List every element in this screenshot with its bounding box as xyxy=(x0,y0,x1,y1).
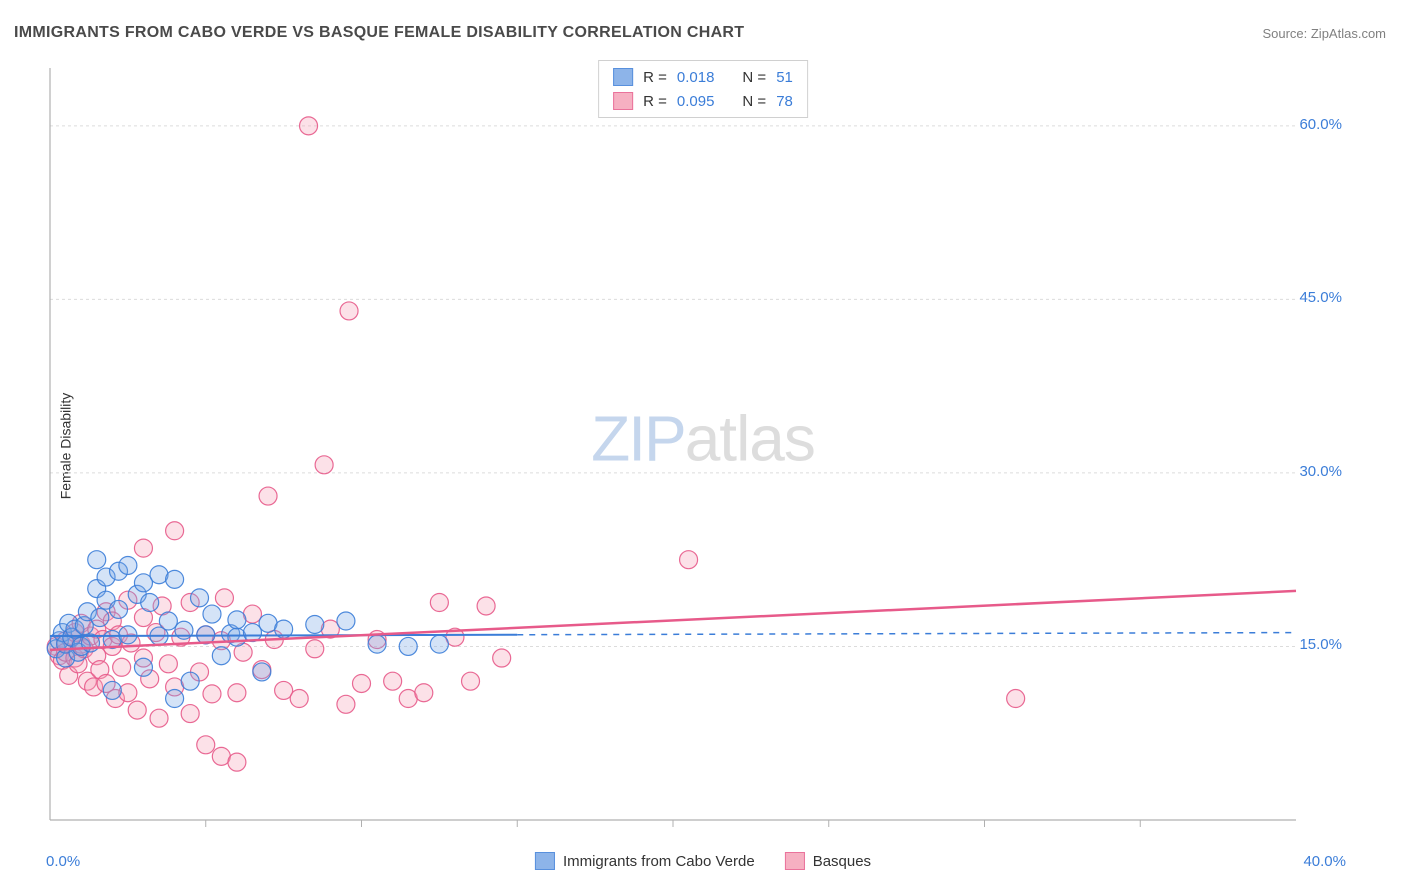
correlation-legend: R = 0.018 N = 51 R = 0.095 N = 78 xyxy=(598,60,808,118)
y-tick-label: 30.0% xyxy=(1299,463,1342,480)
legend-swatch-series-0 xyxy=(613,68,633,86)
n-value-1: 78 xyxy=(776,93,793,110)
source-attribution: Source: ZipAtlas.com xyxy=(1262,26,1386,41)
chart-title: IMMIGRANTS FROM CABO VERDE VS BASQUE FEM… xyxy=(14,24,744,42)
n-label: N = xyxy=(742,93,766,110)
series-name-0: Immigrants from Cabo Verde xyxy=(563,853,755,870)
r-label: R = xyxy=(643,93,667,110)
x-axis-max-label: 40.0% xyxy=(1303,853,1346,870)
scatter-chart-svg xyxy=(46,60,1346,830)
legend-item-series-1: Basques xyxy=(785,852,871,870)
r-value-1: 0.095 xyxy=(677,93,715,110)
legend-swatch-bottom-0 xyxy=(535,852,555,870)
n-value-0: 51 xyxy=(776,69,793,86)
plot-area xyxy=(46,60,1346,830)
legend-swatch-series-1 xyxy=(613,92,633,110)
legend-row-series-1: R = 0.095 N = 78 xyxy=(613,89,793,113)
series-legend: Immigrants from Cabo Verde Basques xyxy=(535,852,871,870)
y-tick-label: 15.0% xyxy=(1299,636,1342,653)
x-axis-min-label: 0.0% xyxy=(46,853,80,870)
y-tick-label: 60.0% xyxy=(1299,116,1342,133)
y-tick-label: 45.0% xyxy=(1299,289,1342,306)
r-value-0: 0.018 xyxy=(677,69,715,86)
r-label: R = xyxy=(643,69,667,86)
n-label: N = xyxy=(742,69,766,86)
legend-row-series-0: R = 0.018 N = 51 xyxy=(613,65,793,89)
legend-item-series-0: Immigrants from Cabo Verde xyxy=(535,852,755,870)
series-name-1: Basques xyxy=(813,853,871,870)
legend-swatch-bottom-1 xyxy=(785,852,805,870)
